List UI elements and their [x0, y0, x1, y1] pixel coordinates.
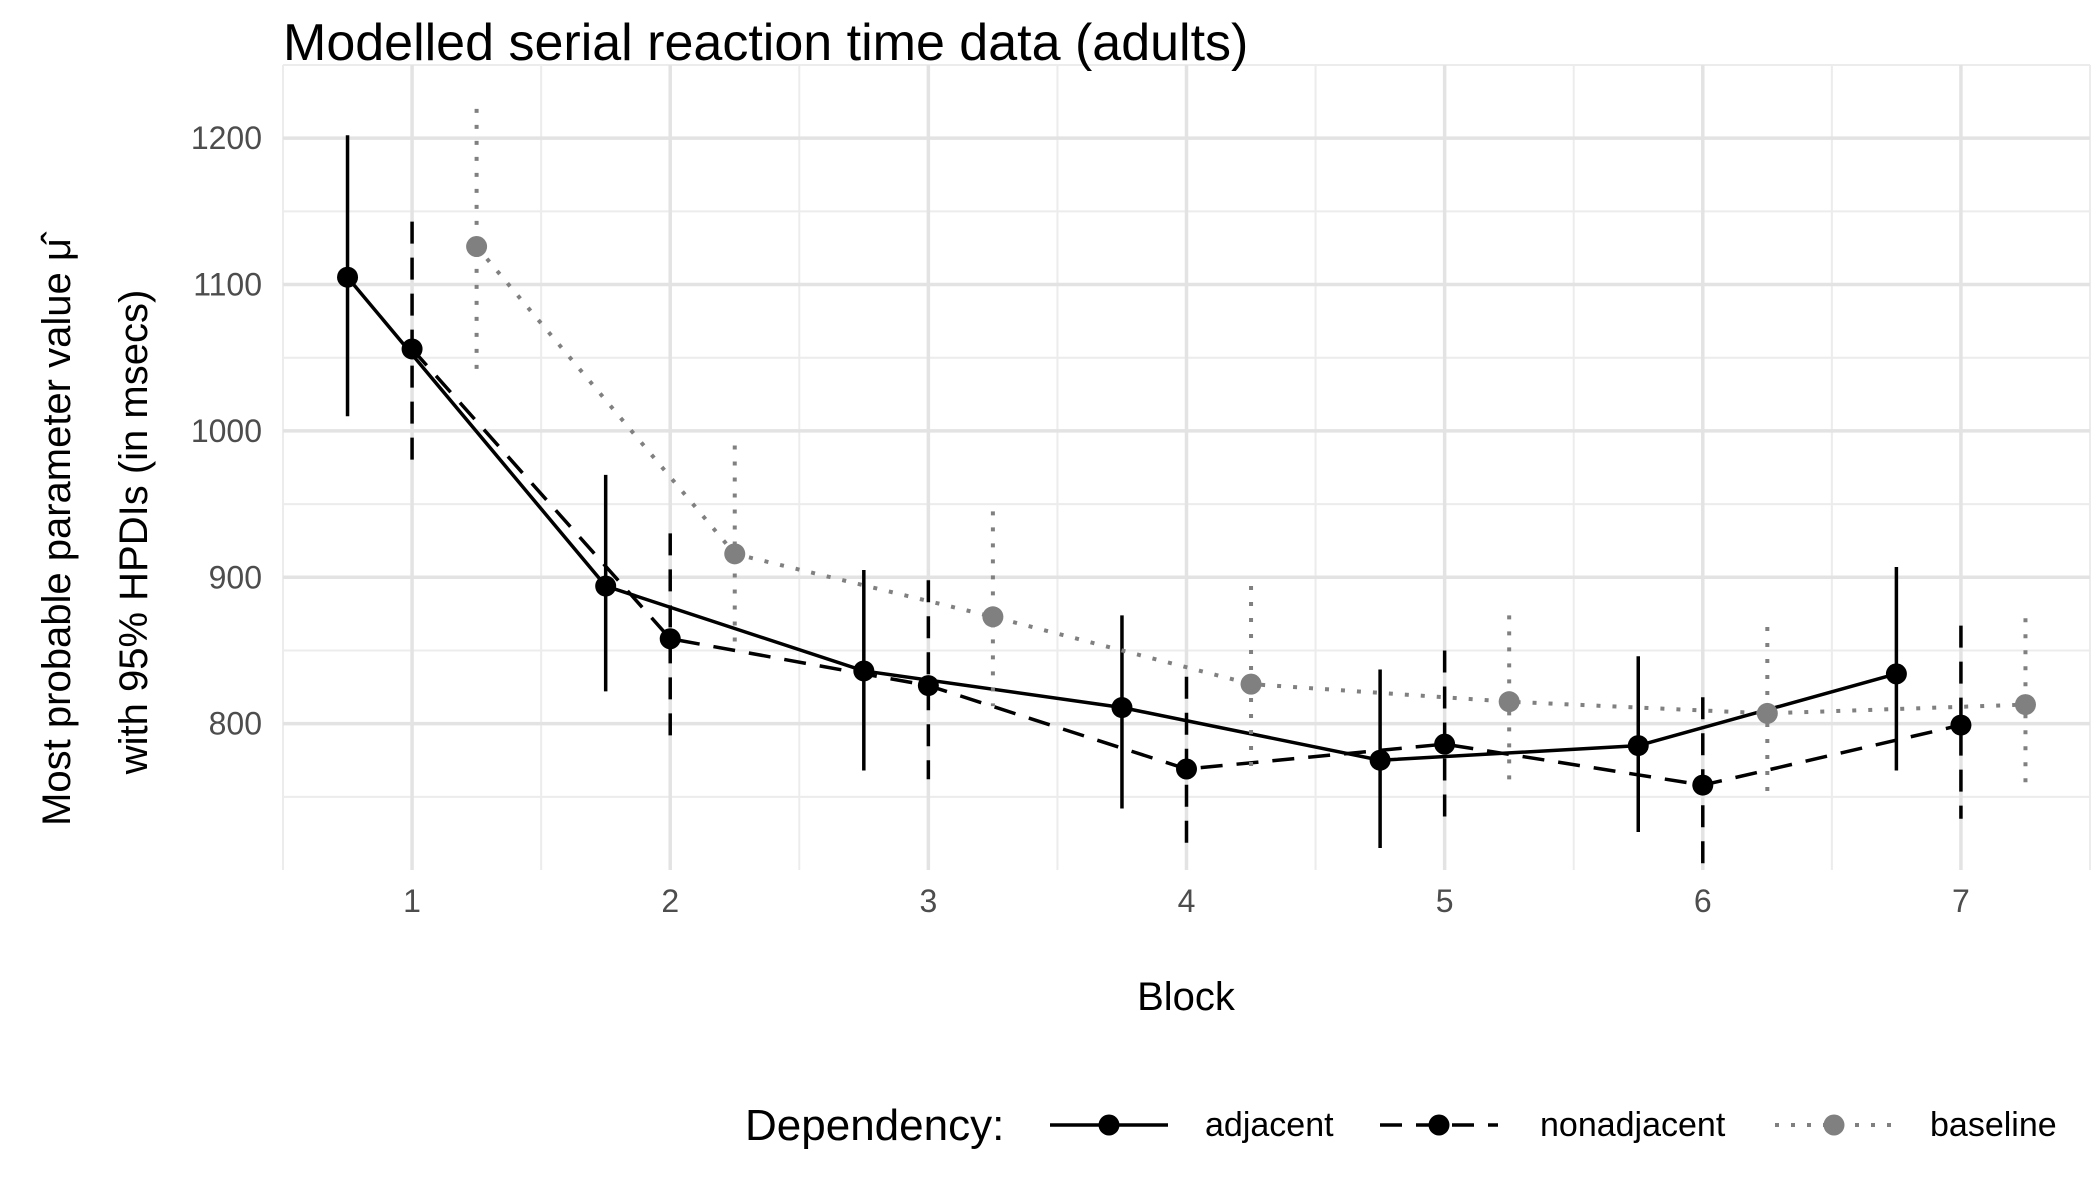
y-tick-label: 800 [209, 706, 262, 742]
x-axis-label: Block [1137, 975, 1236, 1019]
x-tick-label: 5 [1436, 883, 1454, 919]
data-point-adjacent [337, 266, 359, 288]
series-adjacent [337, 135, 1907, 849]
x-tick-label: 1 [403, 883, 421, 919]
data-point-nonadjacent [1950, 714, 1972, 736]
series-baseline [466, 108, 2036, 800]
data-point-nonadjacent [1692, 774, 1714, 796]
data-point-adjacent [595, 575, 617, 597]
legend-key-point-adjacent [1098, 1114, 1120, 1136]
data-point-baseline [1756, 702, 1778, 724]
y-tick-label: 1200 [191, 120, 262, 156]
y-tick-label: 1100 [193, 267, 262, 303]
data-point-baseline [1498, 691, 1520, 713]
chart-title: Modelled serial reaction time data (adul… [283, 14, 1248, 72]
x-tick-labels: 1 2 3 4 5 6 7 [403, 883, 1970, 919]
legend-label-nonadjacent: nonadjacent [1540, 1106, 1726, 1144]
y-tick-label: 1000 [191, 413, 262, 449]
x-tick-label: 6 [1694, 883, 1712, 919]
data-point-nonadjacent [1434, 733, 1456, 755]
data-point-adjacent [1111, 697, 1133, 719]
x-tick-label: 3 [919, 883, 937, 919]
data-point-nonadjacent [401, 338, 423, 360]
x-tick-label: 4 [1178, 883, 1196, 919]
data-point-nonadjacent [917, 675, 939, 697]
x-tick-label: 2 [661, 883, 679, 919]
legend-key-point-nonadjacent [1428, 1114, 1450, 1136]
series-nonadjacent [401, 221, 1972, 868]
y-tick-labels: 800 900 1000 1100 1200 [191, 120, 262, 741]
series-layer [337, 108, 2036, 868]
y-tick-label: 900 [209, 559, 262, 595]
series-line-baseline [475, 245, 2026, 716]
legend: Dependency: adjacent nonadjacent baseline [745, 1101, 2057, 1150]
legend-label-adjacent: adjacent [1205, 1106, 1334, 1144]
y-axis-label-line1: Most probable parameter value μ̂ [35, 231, 79, 826]
legend-title: Dependency: [745, 1101, 1004, 1150]
data-point-adjacent [1627, 735, 1649, 757]
x-tick-label: 7 [1952, 883, 1970, 919]
data-point-baseline [1240, 673, 1262, 695]
data-point-nonadjacent [659, 628, 681, 650]
data-point-adjacent [1885, 663, 1907, 685]
data-point-baseline [724, 543, 746, 565]
data-point-baseline [982, 606, 1004, 628]
data-point-nonadjacent [1176, 758, 1197, 780]
data-point-baseline [2014, 694, 2036, 716]
legend-label-baseline: baseline [1930, 1106, 2057, 1144]
data-point-baseline [466, 235, 488, 257]
legend-key-point-baseline [1823, 1114, 1845, 1136]
y-axis-label-line2: with 95% HPDIs (in msecs) [112, 290, 156, 776]
data-point-adjacent [1369, 749, 1391, 771]
